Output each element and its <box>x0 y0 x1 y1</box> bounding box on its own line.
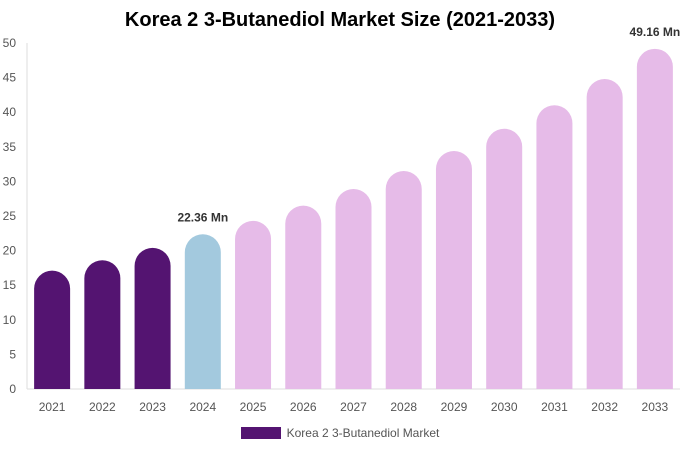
bar-2026 <box>285 205 322 389</box>
y-tick-label: 50 <box>3 36 17 50</box>
bar-2022 <box>84 260 121 389</box>
x-tick-label: 2033 <box>642 400 669 414</box>
y-tick-label: 25 <box>3 209 17 223</box>
bar-2032 <box>586 78 623 389</box>
data-label: 49.16 Mn <box>630 25 680 39</box>
x-tick-label: 2023 <box>139 400 166 414</box>
y-tick-label: 45 <box>3 71 17 85</box>
bar-2023 <box>134 247 171 389</box>
legend[interactable]: Korea 2 3-Butanediol Market <box>0 426 680 440</box>
bar-2024 <box>184 234 221 389</box>
legend-label: Korea 2 3-Butanediol Market <box>286 426 440 440</box>
y-tick-label: 40 <box>3 105 17 119</box>
bar-2027 <box>335 189 372 389</box>
bar-2029 <box>435 150 472 389</box>
bar-2031 <box>536 105 573 389</box>
x-tick-label: 2031 <box>541 400 568 414</box>
x-tick-label: 2024 <box>189 400 216 414</box>
x-tick-label: 2022 <box>89 400 116 414</box>
y-tick-label: 15 <box>3 278 17 292</box>
legend-swatch <box>240 427 281 439</box>
bar-2033 <box>636 48 673 389</box>
y-tick-label: 35 <box>3 140 17 154</box>
x-tick-label: 2032 <box>591 400 618 414</box>
x-tick-label: 2029 <box>441 400 468 414</box>
bar-2028 <box>385 171 422 389</box>
bar-2021 <box>34 270 71 389</box>
x-tick-label: 2027 <box>340 400 367 414</box>
data-label: 22.36 Mn <box>177 210 228 224</box>
y-tick-label: 10 <box>3 313 17 327</box>
x-tick-label: 2025 <box>240 400 267 414</box>
chart-title: Korea 2 3-Butanediol Market Size (2021-2… <box>124 9 556 31</box>
x-tick-label: 2021 <box>39 400 66 414</box>
y-tick-label: 0 <box>9 382 16 396</box>
x-tick-label: 2030 <box>491 400 518 414</box>
x-tick-label: 2028 <box>390 400 417 414</box>
bar-2030 <box>486 128 523 390</box>
x-tick-label: 2026 <box>290 400 317 414</box>
y-tick-label: 20 <box>3 244 17 258</box>
y-tick-label: 5 <box>9 347 16 361</box>
bar-2025 <box>235 220 272 389</box>
y-tick-label: 30 <box>3 174 17 188</box>
